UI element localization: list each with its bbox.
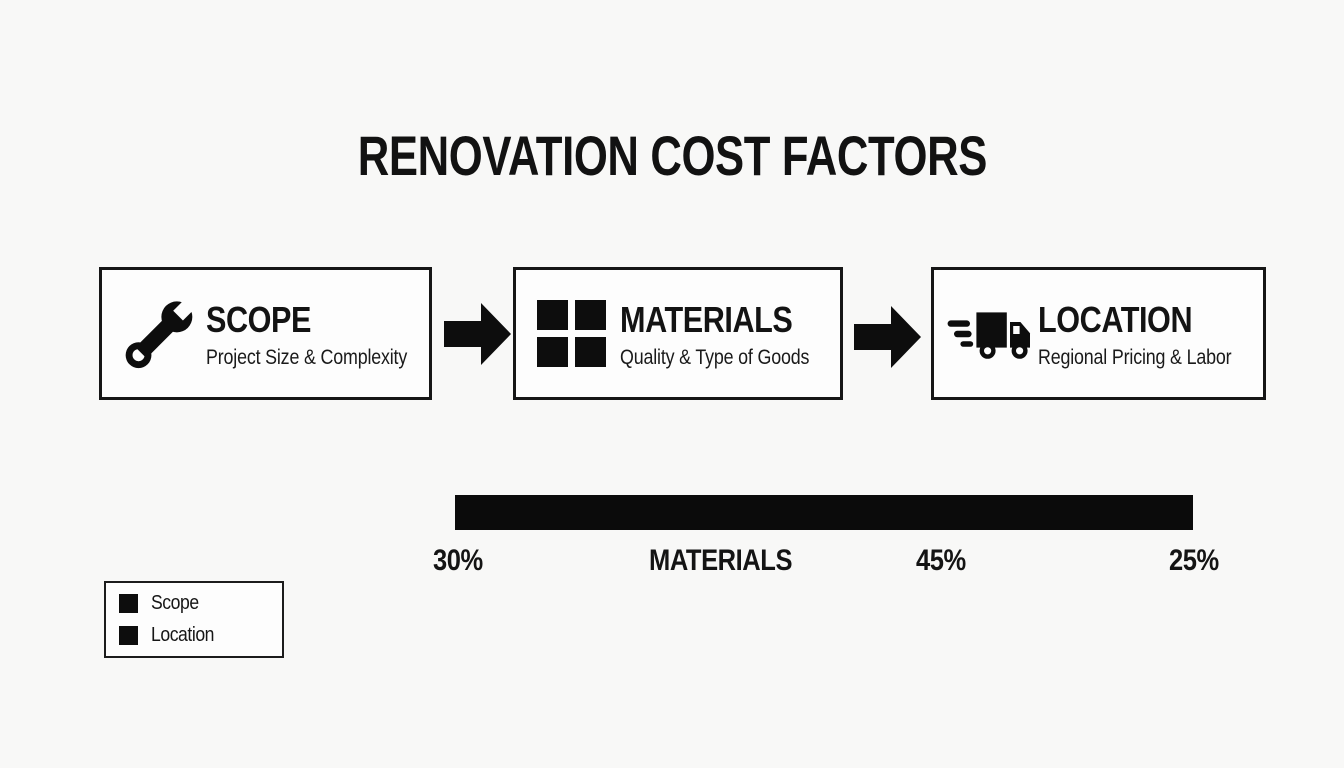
bar-label-materials-pct: 45%: [916, 544, 966, 577]
page-title-text: RENOVATION COST FACTORS: [357, 124, 987, 187]
legend-box: Scope Location: [104, 581, 284, 658]
step-box-location: LOCATION Regional Pricing & Labor: [931, 267, 1266, 400]
legend-item-location: Location: [119, 624, 282, 647]
legend-item-scope: Scope: [119, 592, 282, 615]
step-box-scope: SCOPE Project Size & Complexity: [99, 267, 432, 400]
step-box-materials: MATERIALS Quality & Type of Goods: [513, 267, 843, 400]
bar-label-materials: MATERIALS: [649, 544, 793, 577]
bar-label-scope-pct: 30%: [433, 544, 483, 577]
legend-label-location: Location: [151, 624, 215, 646]
tiles-icon: [524, 299, 620, 368]
bar-label-location-pct: 25%: [1169, 544, 1219, 577]
arrow-right-icon: [854, 306, 921, 368]
scope-swatch-icon: [119, 594, 138, 613]
arrow-right-icon: [444, 303, 511, 365]
step-sublabel-scope: Project Size & Complexity: [206, 345, 408, 369]
legend-label-scope: Scope: [151, 592, 199, 614]
cost-distribution-bar: [455, 495, 1193, 530]
page-title: RENOVATION COST FACTORS: [0, 123, 1344, 188]
step-text-materials: MATERIALS Quality & Type of Goods: [620, 301, 843, 370]
step-sublabel-materials: Quality & Type of Goods: [620, 345, 810, 369]
step-sublabel-location: Regional Pricing & Labor: [1038, 345, 1232, 369]
wrench-icon: [110, 288, 206, 380]
step-label-location: LOCATION: [1038, 299, 1193, 341]
step-label-materials: MATERIALS: [620, 299, 793, 341]
step-label-scope: SCOPE: [206, 299, 312, 341]
truck-icon: [942, 300, 1038, 368]
location-swatch-icon: [119, 626, 138, 645]
step-text-location: LOCATION Regional Pricing & Labor: [1038, 301, 1266, 370]
step-text-scope: SCOPE Project Size & Complexity: [206, 301, 443, 370]
